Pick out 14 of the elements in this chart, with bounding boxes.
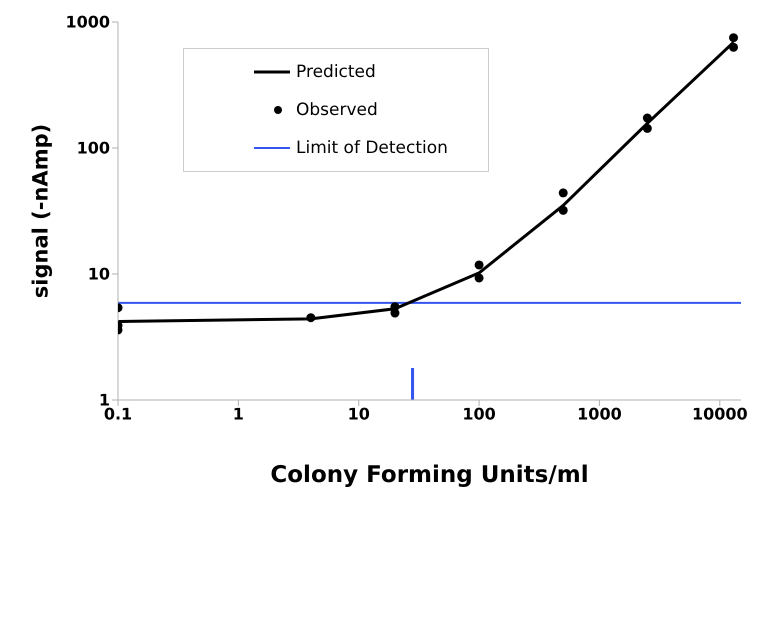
x-tick-label: 10 [348,404,370,424]
y-axis-title: signal (-nAmp) [28,124,52,298]
legend-label: Predicted [296,62,376,82]
legend-label: Limit of Detection [296,138,448,158]
y-tick-label: 10 [88,264,110,284]
x-tick-label: 100 [462,404,496,424]
legend-label: Observed [296,100,378,120]
y-tick-label: 100 [76,138,110,158]
x-tick-label: 1000 [577,404,622,424]
x-tick-label: 1 [232,404,244,424]
x-tick-label: 10000 [692,404,748,424]
x-axis-title: Colony Forming Units/ml [270,462,589,488]
x-tick-label: 0.1 [104,404,132,424]
y-tick-label: 1000 [65,12,110,32]
